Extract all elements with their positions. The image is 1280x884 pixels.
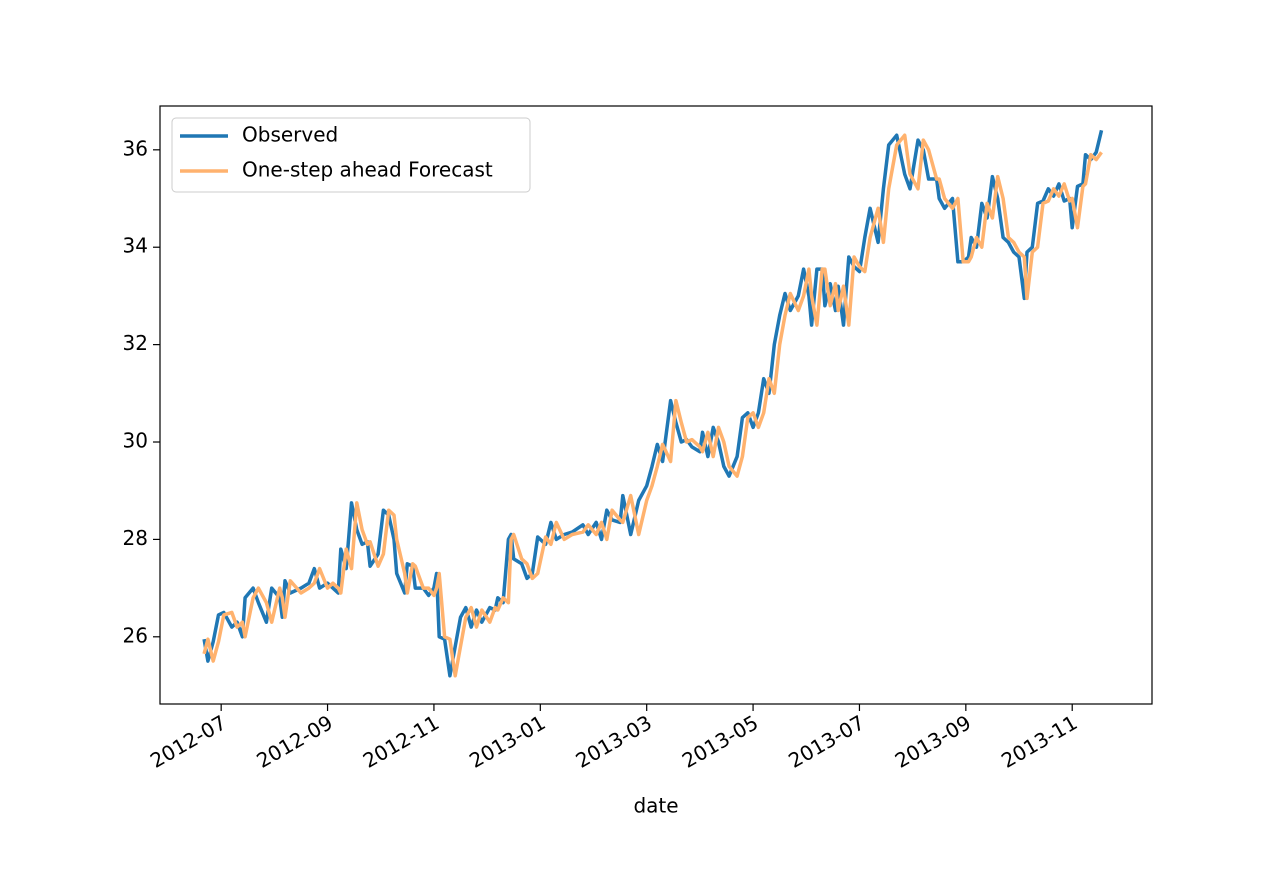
legend-box <box>171 117 531 193</box>
legend: Observed One-step ahead Forecast <box>171 117 531 193</box>
x-axis-label: date <box>633 794 678 818</box>
x-tick-label: 2013-01 <box>465 710 549 773</box>
y-tick-label: 32 <box>123 331 148 355</box>
series-line <box>202 133 1103 678</box>
x-tick-label: 2012-11 <box>359 710 443 773</box>
plot-frame <box>159 105 1153 705</box>
x-tick-label: 2013-11 <box>997 710 1081 773</box>
x-tick-label: 2013-05 <box>678 710 762 773</box>
x-tick-label: 2013-03 <box>572 710 656 773</box>
series-line <box>202 129 1104 678</box>
x-tick-label: 2012-09 <box>252 710 336 773</box>
y-tick-label: 28 <box>123 526 148 550</box>
y-tick-label: 30 <box>123 429 148 453</box>
legend-label: Observed <box>242 123 338 147</box>
y-tick-label: 34 <box>123 234 148 258</box>
legend-label: One-step ahead Forecast <box>242 158 493 182</box>
x-tick-label: 2013-09 <box>891 710 975 773</box>
y-tick-label: 26 <box>123 623 148 647</box>
x-tick-label: 2012-07 <box>146 710 230 773</box>
x-tick-label: 2013-07 <box>784 710 868 773</box>
y-tick-label: 36 <box>123 136 148 160</box>
